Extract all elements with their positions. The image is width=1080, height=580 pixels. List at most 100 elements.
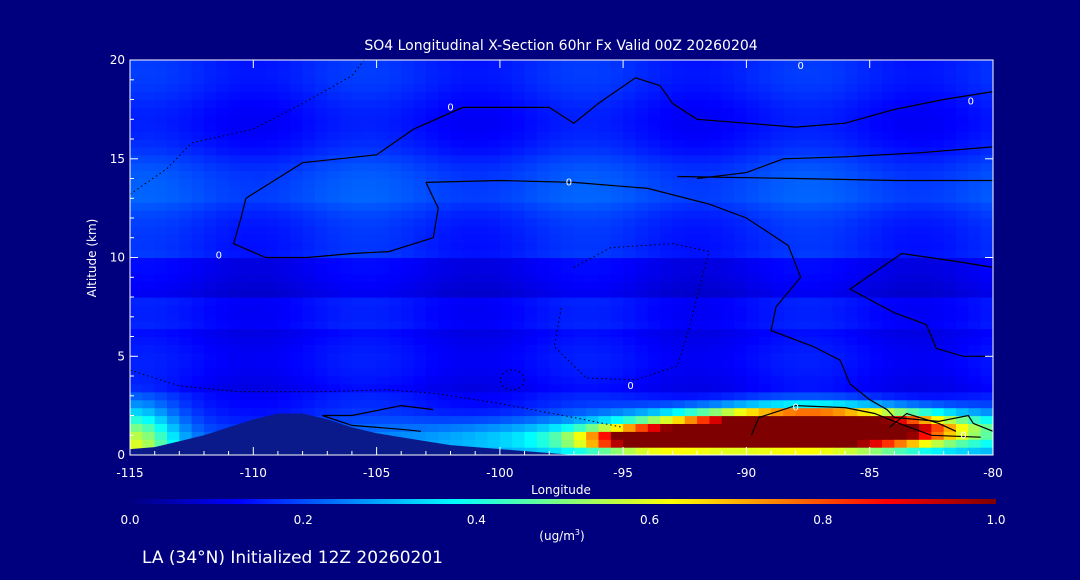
field-cell [487,107,501,116]
field-cell [154,368,168,377]
field-cell [512,83,526,93]
field-cell [894,312,908,322]
field-cell [401,170,415,180]
field-cell [906,297,920,306]
field-cell [475,154,489,164]
field-cell [302,75,316,85]
field-cell [302,194,316,203]
field-cell [216,399,230,409]
field-cell [438,265,452,274]
field-cell [672,115,686,124]
field-cell [956,407,969,417]
field-cell [327,297,341,306]
field-cell [906,233,920,243]
field-cell [943,383,957,393]
field-cell [573,344,587,353]
field-cell [697,297,711,306]
field-cell [277,407,291,417]
field-cell [130,99,143,108]
field-cell [956,210,969,219]
field-cell [401,202,415,211]
field-cell [561,320,575,330]
field-cell [573,210,587,219]
field-cell [536,178,550,187]
field-cell [499,265,513,274]
field-cell [388,415,402,424]
field-cell [795,210,809,219]
field-cell [734,218,748,227]
field-cell [401,210,415,219]
field-cell [709,178,723,187]
field-cell [869,233,883,243]
field-cell [721,423,735,432]
field-cell [598,139,612,148]
field-cell [647,202,661,211]
field-cell [771,257,785,266]
field-cell [438,423,452,432]
field-cell [265,399,279,409]
field-cell [832,225,846,235]
field-cell [758,218,772,227]
field-cell [857,391,871,401]
field-cell [524,202,538,211]
field-cell [327,281,341,290]
field-cell [931,265,945,274]
field-cell [240,154,254,164]
field-cell [709,154,723,164]
field-cell [709,281,723,290]
field-cell [980,202,993,211]
field-cell [771,304,785,314]
field-cell [931,186,945,195]
field-cell [721,178,735,187]
field-cell [524,336,538,345]
field-cell [216,312,230,322]
field-cell [191,178,205,187]
field-cell [487,399,501,409]
field-cell [487,99,501,108]
field-cell [240,99,254,108]
field-cell [142,75,156,85]
field-cell [820,423,834,432]
field-cell [684,83,698,93]
field-cell [820,83,834,93]
field-cell [635,376,649,385]
field-cell [549,75,563,85]
field-cell [771,67,785,77]
field-cell [635,439,649,448]
field-cell [450,439,464,448]
field-cell [956,447,969,455]
field-cell [586,368,600,377]
field-cell [832,447,846,455]
field-cell [610,67,624,77]
field-cell [376,107,390,116]
field-cell [475,115,489,124]
field-cell [290,265,304,274]
field-cell [894,233,908,243]
field-cell [980,131,993,140]
field-cell [154,265,168,274]
field-cell [845,178,858,187]
field-cell [228,257,242,266]
field-cell [906,83,920,93]
field-cell [351,210,365,219]
field-cell [771,186,785,195]
field-cell [499,439,513,448]
field-cell [228,391,242,401]
field-cell [388,423,402,432]
field-cell [734,281,748,290]
field-cell [635,328,649,338]
field-cell [869,447,883,455]
field-cell [721,91,735,101]
field-cell [894,320,908,330]
field-cell [783,439,797,448]
field-cell [351,399,365,409]
field-cell [499,376,513,385]
field-cell [598,107,612,116]
field-cell [586,91,600,101]
field-cell [462,265,476,274]
field-cell [598,131,612,140]
field-cell [302,257,316,266]
field-cell [450,123,464,132]
field-cell [734,439,748,448]
field-cell [327,139,341,148]
